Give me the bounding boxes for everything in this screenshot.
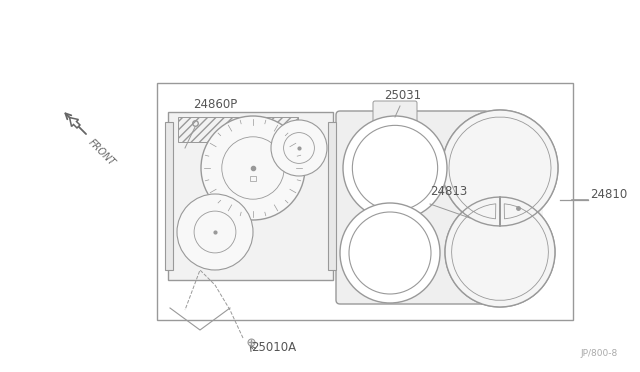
Polygon shape bbox=[70, 118, 80, 128]
Bar bbox=[157, 83, 573, 320]
Text: 25031: 25031 bbox=[384, 89, 421, 102]
Bar bbox=[456, 168, 543, 252]
Bar bbox=[250, 176, 256, 181]
Bar bbox=[165, 122, 173, 270]
Bar bbox=[328, 122, 336, 270]
Circle shape bbox=[340, 203, 440, 303]
Bar bbox=[168, 112, 333, 280]
Text: JP/800-8: JP/800-8 bbox=[580, 349, 618, 358]
Text: 25010A: 25010A bbox=[251, 341, 296, 354]
Circle shape bbox=[445, 197, 555, 307]
Circle shape bbox=[442, 110, 558, 226]
Circle shape bbox=[271, 120, 327, 176]
Text: 24810: 24810 bbox=[590, 188, 627, 201]
Circle shape bbox=[343, 116, 447, 220]
Bar bbox=[178, 117, 298, 142]
FancyBboxPatch shape bbox=[373, 101, 417, 123]
Text: 24813: 24813 bbox=[430, 185, 467, 198]
FancyBboxPatch shape bbox=[336, 111, 489, 304]
Text: FRONT: FRONT bbox=[86, 138, 117, 168]
Circle shape bbox=[177, 194, 253, 270]
Circle shape bbox=[201, 116, 305, 220]
Text: 24860P: 24860P bbox=[193, 98, 237, 111]
Polygon shape bbox=[442, 110, 558, 307]
